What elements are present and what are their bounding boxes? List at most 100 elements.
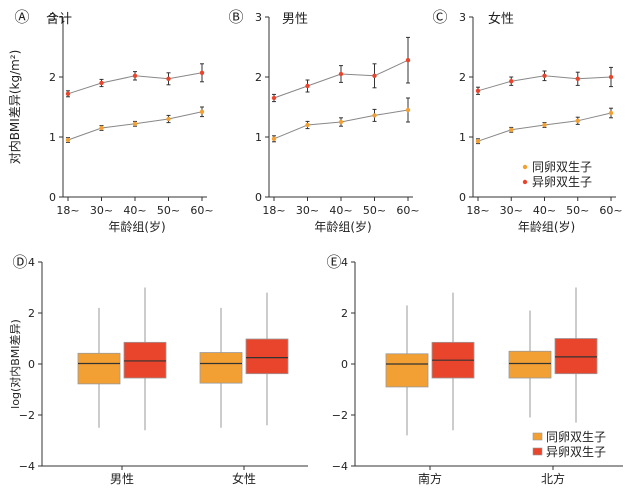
data-point (372, 73, 377, 79)
y-tick-label: 2 (255, 71, 262, 84)
data-point (132, 121, 138, 127)
x-tick-label: 18~ (262, 204, 285, 217)
legend-label: 同卵双生子 (532, 160, 592, 174)
data-point (166, 116, 171, 122)
box-dz (245, 338, 289, 375)
data-point (65, 91, 71, 97)
data-point (305, 83, 310, 89)
legend-label: 同卵双生子 (546, 430, 606, 444)
data-point (65, 137, 71, 143)
box-dz (554, 338, 598, 375)
y-tick-label: 1 (255, 131, 262, 144)
data-point (575, 118, 580, 124)
x-tick-label: 60~ (190, 204, 213, 217)
data-point (608, 110, 614, 116)
data-point (509, 127, 514, 132)
y-tick-label: 4 (341, 256, 348, 269)
legend-marker (522, 179, 528, 185)
box-mz (508, 350, 552, 379)
x-tick-label: 18~ (56, 204, 79, 217)
box-mz (385, 353, 429, 388)
legend-label: 异卵双生子 (546, 445, 606, 459)
y-tick-label: 2 (459, 71, 466, 84)
x-tick-label: 北方 (541, 471, 565, 486)
legend-marker (522, 164, 528, 170)
y-tick-label: 2 (341, 307, 348, 320)
data-point (132, 73, 138, 79)
x-axis-label: 年龄组(岁) (314, 219, 371, 234)
y-tick-label: 0 (341, 358, 348, 371)
data-point (166, 76, 171, 82)
panel-label: Ⓐ (14, 8, 29, 26)
y-tick-label: 2 (28, 307, 35, 320)
data-point (271, 95, 277, 101)
y-tick-label: −4 (19, 460, 35, 473)
panel-label: Ⓒ (432, 8, 447, 26)
panel-title: 男性 (282, 12, 308, 27)
y-tick-label: 4 (28, 256, 35, 269)
x-tick-label: 18~ (466, 204, 489, 217)
y-tick-label: 1 (459, 131, 466, 144)
data-point (271, 136, 277, 141)
x-tick-label: 男性 (110, 472, 134, 486)
y-axis-label: 对内BMI差异(kg/m²) (8, 50, 22, 165)
panel-label: Ⓓ (12, 253, 27, 271)
data-point (372, 113, 377, 118)
data-point (475, 88, 481, 94)
y-tick-label: 2 (49, 71, 56, 84)
x-tick-label: 女性 (232, 471, 256, 486)
x-tick-label: 50~ (363, 204, 386, 217)
x-tick-label: 40~ (533, 204, 556, 217)
panel-title: 女性 (488, 11, 514, 27)
data-point (338, 119, 344, 125)
y-tick-label: 0 (49, 191, 56, 204)
x-tick-label: 60~ (396, 204, 419, 217)
data-point (405, 107, 411, 113)
y-tick-label: 3 (255, 11, 262, 24)
x-tick-label: 50~ (157, 204, 180, 217)
data-point (608, 74, 614, 80)
y-tick-label: −4 (332, 460, 348, 473)
data-point (542, 73, 547, 79)
panel-label: Ⓑ (228, 8, 243, 26)
x-tick-label: 南方 (418, 471, 442, 486)
x-tick-label: 40~ (123, 204, 146, 217)
legend-label: 异卵双生子 (532, 175, 592, 189)
data-point (475, 139, 481, 144)
x-axis-label: 年龄组(岁) (108, 219, 165, 234)
data-point (405, 58, 411, 63)
box-dz (123, 341, 167, 379)
data-point (99, 125, 104, 131)
x-axis-label: 年龄组(岁) (518, 219, 575, 234)
data-point (199, 70, 205, 76)
y-tick-label: 0 (255, 191, 262, 204)
data-point (338, 71, 344, 77)
data-point (199, 109, 205, 115)
x-tick-label: 30~ (500, 204, 523, 217)
box-mz (199, 352, 243, 384)
legend-swatch (532, 432, 543, 441)
y-tick-label: 3 (49, 11, 56, 24)
data-point (509, 79, 514, 84)
panel-title: 合计 (46, 12, 72, 27)
legend-swatch (532, 447, 543, 456)
y-axis-label: log(对内BMI差异) (8, 319, 22, 409)
x-tick-label: 30~ (296, 204, 319, 217)
y-tick-label: −2 (19, 409, 35, 422)
x-tick-label: 60~ (599, 204, 622, 217)
panel-label: Ⓔ (326, 253, 341, 271)
x-tick-label: 50~ (566, 204, 589, 217)
data-point (542, 122, 547, 128)
data-point (99, 80, 104, 86)
data-point (305, 122, 310, 128)
y-tick-label: 0 (28, 358, 35, 371)
y-tick-label: 1 (49, 131, 56, 144)
y-tick-label: 0 (459, 191, 466, 204)
x-tick-label: 40~ (329, 204, 352, 217)
